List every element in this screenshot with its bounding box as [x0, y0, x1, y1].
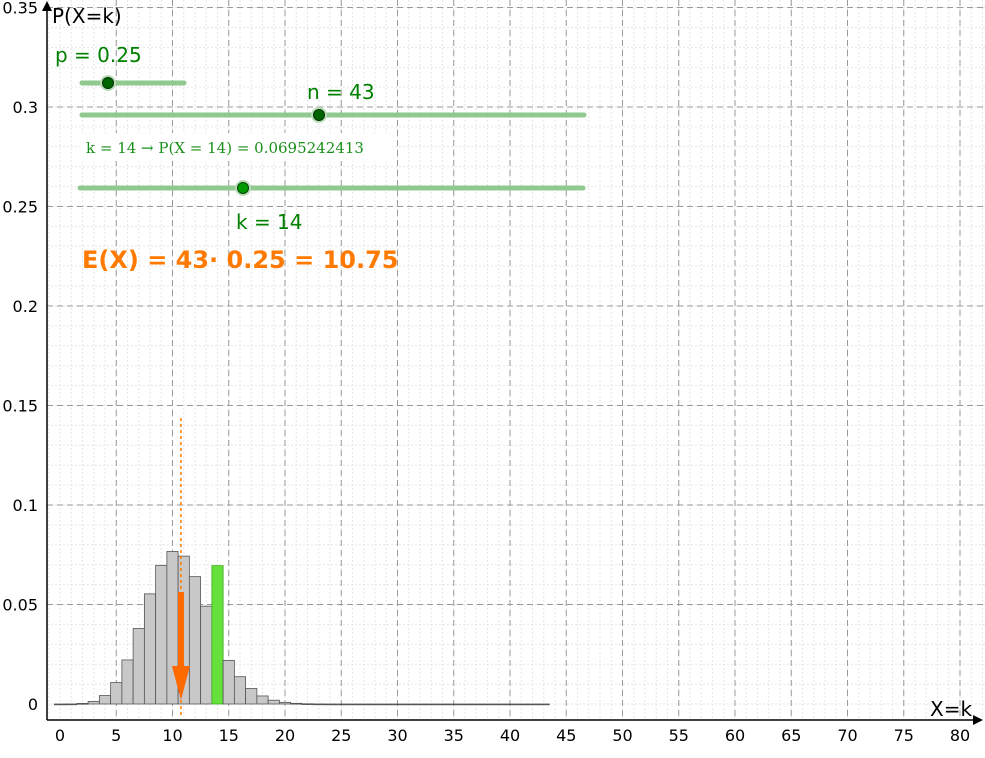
grid-major: [47, 0, 985, 720]
y-tick-label: 0.05: [2, 596, 38, 615]
bar: [413, 703, 427, 706]
y-tick-label: 0: [28, 695, 38, 714]
x-tick-label: 15: [219, 726, 239, 745]
bar: [245, 688, 258, 705]
x-tick-label: 65: [781, 726, 801, 745]
x-tick-label: 25: [331, 726, 351, 745]
bar: [222, 659, 235, 705]
x-tick-label: 40: [500, 726, 520, 745]
n-slider[interactable]: n = 43: [79, 80, 587, 123]
p-slider-label: p = 0.25: [55, 43, 142, 67]
x-tick-label: 0: [55, 726, 65, 745]
y-tick-label: 0.15: [2, 397, 38, 416]
bar: [278, 701, 292, 705]
y-tick-label: 0.25: [2, 198, 38, 217]
bar: [233, 676, 247, 705]
bar: [256, 695, 269, 705]
k-slider[interactable]: k = 14: [77, 180, 586, 234]
x-tick-label: 20: [275, 726, 295, 745]
bar: [335, 703, 348, 706]
bar: [323, 703, 337, 706]
bar: [76, 703, 89, 705]
bar: [155, 564, 168, 705]
bar: [503, 703, 517, 706]
bar: [436, 703, 449, 706]
y-tick-label: 0.2: [13, 297, 38, 316]
bar: [53, 703, 67, 706]
x-tick-label: 60: [725, 726, 745, 745]
bar: [391, 703, 404, 706]
bar: [312, 703, 325, 706]
y-axis-label: P(X=k): [52, 4, 122, 28]
bar: [188, 576, 202, 705]
x-tick-label: 5: [111, 726, 121, 745]
bar: [121, 659, 134, 705]
bar-highlighted: [211, 565, 224, 705]
x-tick-label: 70: [837, 726, 857, 745]
x-tick-label: 55: [669, 726, 689, 745]
bar: [458, 703, 472, 706]
y-tick-label: 0.3: [13, 98, 38, 117]
n-slider-handle-dot[interactable]: [313, 109, 325, 121]
bar: [380, 703, 393, 706]
bar: [515, 703, 528, 706]
x-tick-label: 80: [950, 726, 970, 745]
bar: [87, 700, 100, 705]
expectation-marker: [171, 418, 190, 718]
expectation-arrow-icon: [171, 666, 190, 700]
bar: [290, 702, 303, 705]
bar: [368, 703, 382, 706]
x-tick-label: 10: [162, 726, 182, 745]
bar: [267, 699, 280, 705]
bar: [481, 703, 494, 706]
probability-text-bg: [80, 133, 392, 161]
probability-text: k = 14 → P(X = 14) = 0.0695242413: [86, 139, 364, 157]
bar: [537, 703, 550, 706]
x-tick-label: 75: [894, 726, 914, 745]
bar: [526, 703, 539, 706]
x-tick-label: 35: [444, 726, 464, 745]
y-axis-arrow-icon: [42, 1, 52, 11]
bar: [402, 703, 415, 706]
bar: [65, 703, 78, 706]
p-slider[interactable]: p = 0.25: [55, 43, 187, 91]
y-tick-label: 0.1: [13, 496, 38, 515]
x-tick-label: 50: [612, 726, 632, 745]
p-slider-handle-dot[interactable]: [102, 77, 114, 89]
x-tick-label: 45: [556, 726, 576, 745]
bar: [470, 703, 483, 706]
expectation-text: E(X) = 43· 0.25 = 10.75: [82, 246, 398, 274]
k-slider-label: k = 14: [236, 210, 303, 234]
bar: [301, 703, 314, 705]
bars: [53, 551, 550, 706]
bar: [132, 628, 145, 705]
grid-minor: [47, 0, 985, 720]
axes: [42, 1, 983, 725]
x-axis-label: X=k: [930, 697, 972, 721]
n-slider-label: n = 43: [307, 80, 375, 104]
bar: [98, 695, 112, 705]
bar: [110, 682, 123, 705]
bar: [200, 605, 213, 705]
bar: [346, 703, 359, 706]
bar: [143, 593, 157, 705]
tick-labels: 0 5 10 15 20 25 30 35 40 45 50 55 60 65 70 75 80 0 0.05 0.1…: [2, 0, 970, 745]
x-axis-arrow-icon: [973, 715, 983, 725]
k-slider-handle-dot[interactable]: [237, 182, 249, 194]
bar: [492, 703, 505, 706]
bar: [425, 703, 438, 706]
bar: [357, 703, 370, 706]
y-tick-label: 0.35: [2, 0, 38, 18]
bar: [447, 703, 460, 706]
x-tick-label: 30: [387, 726, 407, 745]
